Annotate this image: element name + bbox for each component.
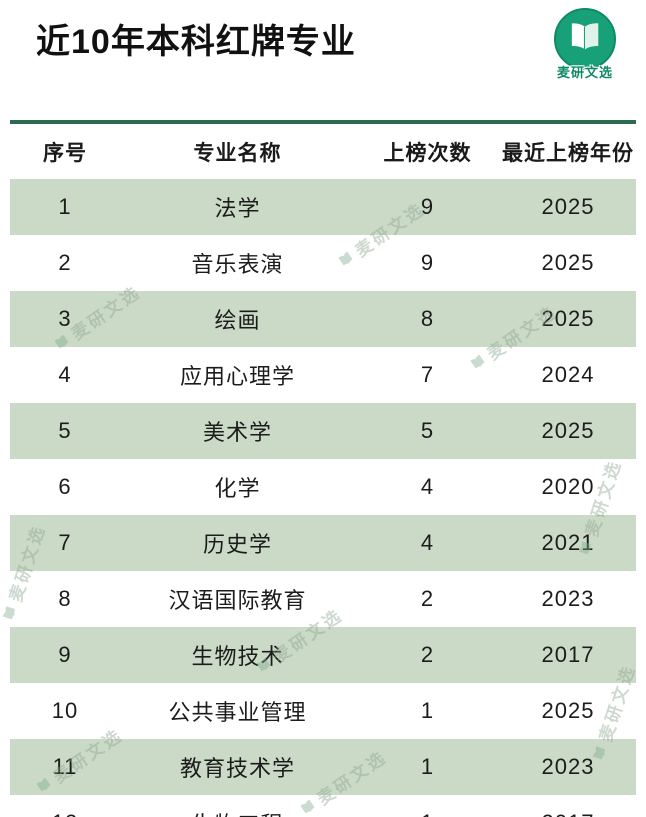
table-row: 4 应用心理学 7 2024 [10, 347, 636, 403]
table-header-row: 序号 专业名称 上榜次数 最近上榜年份 [10, 122, 636, 179]
table-body: 1 法学 9 2025 2 音乐表演 9 2025 3 绘画 8 2025 4 应用心理学 7 2024 5 美术… [10, 179, 636, 817]
table-cell-major: 汉语国际教育 [168, 588, 307, 613]
table-row: 10 公共事业管理 1 2025 [10, 683, 636, 739]
table-cell-major: 教育技术学 [179, 756, 295, 781]
table-cell-times: 1 [420, 698, 435, 723]
logo-text: 麦研文选 [556, 65, 613, 80]
table-cell-no: 1 [58, 194, 72, 219]
table-cell-major: 音乐表演 [191, 252, 284, 277]
col-header-no: 序号 [43, 142, 87, 165]
table-row: 6 化学 4 2020 [10, 459, 636, 515]
table-cell-no: 6 [58, 474, 72, 499]
table-cell-year: 2017 [541, 642, 595, 667]
table-cell-times: 9 [420, 250, 435, 275]
table-row: 1 法学 9 2025 [10, 179, 636, 235]
table-cell-major: 生物技术 [191, 644, 284, 669]
table-cell-times: 2 [420, 586, 435, 611]
brand-logo: 麦研文选 [550, 8, 620, 81]
table-cell-year: 2025 [541, 194, 595, 219]
majors-table: 序号 专业名称 上榜次数 最近上榜年份 1 法学 9 2025 2 音乐表演 9 2025 3 绘… [10, 120, 636, 817]
table-cell-no: 9 [58, 642, 72, 667]
table-cell-year: 2023 [541, 754, 595, 779]
table-cell-major: 历史学 [202, 532, 272, 557]
table-cell-year: 2017 [500, 795, 636, 817]
table-cell-no: 8 [58, 586, 72, 611]
table-cell-major: 生物工程 [120, 795, 355, 817]
table-row: 7 历史学 4 2021 [10, 515, 636, 571]
majors-table-wrap: 序号 专业名称 上榜次数 最近上榜年份 1 法学 9 2025 2 音乐表演 9 2025 3 绘… [10, 120, 636, 817]
table-cell-times: 4 [420, 474, 435, 499]
table-row: 8 汉语国际教育 2 2023 [10, 571, 636, 627]
table-cell-times: 5 [420, 418, 435, 443]
table-cell-year: 2023 [541, 586, 595, 611]
table-cell-major: 化学 [214, 476, 261, 501]
table-cell-year: 2025 [541, 250, 595, 275]
table-row: 5 美术学 5 2025 [10, 403, 636, 459]
col-header-year: 最近上榜年份 [502, 142, 634, 165]
table-cell-year: 2025 [541, 418, 595, 443]
header: 近10年本科红牌专业 麦研文选 [0, 0, 646, 98]
table-cell-times: 7 [420, 362, 435, 387]
table-cell-no: 3 [58, 306, 72, 331]
table-cell-times: 1 [420, 754, 435, 779]
table-cell-year: 2021 [541, 530, 595, 555]
table-cell-times: 8 [420, 306, 435, 331]
table-cell-year: 2020 [541, 474, 595, 499]
table-cell-year: 2025 [541, 698, 595, 723]
table-cell-no: 10 [51, 698, 79, 723]
table-row: 2 音乐表演 9 2025 [10, 235, 636, 291]
table-cell-major: 公共事业管理 [168, 700, 307, 725]
logo-circle [554, 8, 616, 70]
col-header-major: 专业名称 [193, 142, 282, 165]
table-header: 序号 专业名称 上榜次数 最近上榜年份 [10, 122, 636, 179]
table-row: 12生物工程12017 [10, 795, 636, 817]
table-cell-major: 美术学 [202, 420, 272, 445]
table-cell-major: 法学 [214, 196, 261, 221]
table-cell-times: 9 [420, 194, 435, 219]
table-cell-major: 绘画 [214, 308, 261, 333]
page-title: 近10年本科红牌专业 [36, 23, 356, 61]
table-cell-no: 2 [58, 250, 72, 275]
col-header-times: 上榜次数 [383, 142, 472, 165]
table-cell-times: 1 [355, 795, 500, 817]
open-book-icon [566, 20, 604, 59]
table-cell-no: 12 [10, 795, 120, 817]
table-cell-no: 11 [52, 754, 78, 779]
table-cell-times: 4 [420, 530, 435, 555]
table-cell-no: 7 [58, 530, 72, 555]
table-cell-year: 2025 [541, 306, 595, 331]
table-cell-no: 5 [58, 418, 72, 443]
table-cell-no: 4 [58, 362, 72, 387]
table-cell-major: 应用心理学 [179, 364, 295, 389]
table-row: 3 绘画 8 2025 [10, 291, 636, 347]
table-cell-year: 2024 [541, 362, 595, 387]
table-cell-times: 2 [420, 642, 435, 667]
table-row: 9 生物技术 2 2017 [10, 627, 636, 683]
table-row: 11 教育技术学 1 2023 [10, 739, 636, 795]
